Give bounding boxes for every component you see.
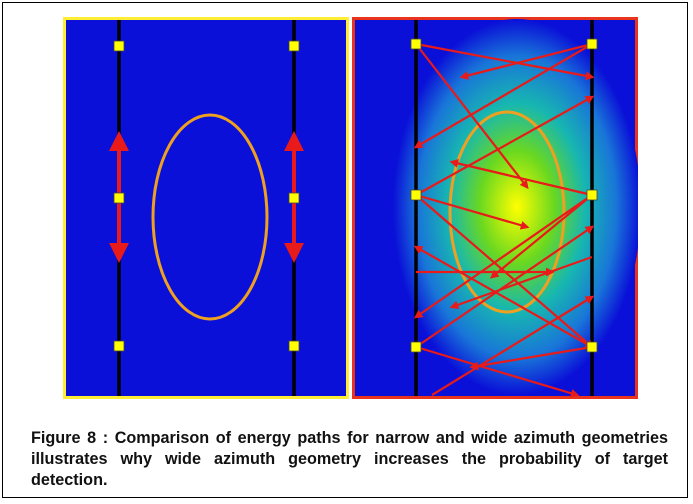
receiver-marker bbox=[113, 40, 125, 52]
energy-path-arrow bbox=[413, 245, 593, 348]
energy-path-arrow bbox=[469, 345, 593, 371]
energy-path-arrow bbox=[415, 345, 580, 398]
energy-path-arrow bbox=[415, 95, 595, 196]
receiver-marker bbox=[288, 192, 300, 204]
receiver-marker bbox=[288, 40, 300, 52]
receiver-marker bbox=[410, 38, 422, 50]
energy-path-arrow bbox=[413, 43, 593, 149]
receiver-marker bbox=[586, 341, 598, 353]
energy-path-arrow bbox=[413, 194, 593, 319]
receiver-marker bbox=[113, 340, 125, 352]
receiver-marker bbox=[586, 38, 598, 50]
target-ellipse bbox=[151, 113, 269, 321]
receiver-marker bbox=[410, 189, 422, 201]
energy-path-arrow bbox=[489, 194, 593, 279]
energy-path-arrow bbox=[449, 255, 593, 310]
receiver-marker bbox=[288, 340, 300, 352]
energy-path-arrow bbox=[459, 42, 593, 80]
energy-path-arrow bbox=[415, 42, 595, 81]
energy-path-arrow bbox=[449, 159, 593, 197]
energy-path-arrow bbox=[415, 225, 595, 348]
figure-frame bbox=[2, 2, 688, 498]
narrow-azimuth-panel bbox=[63, 17, 349, 399]
target-ellipse bbox=[448, 110, 566, 314]
wide-azimuth-panel bbox=[352, 17, 638, 399]
receiver-marker bbox=[113, 192, 125, 204]
energy-path-arrow bbox=[415, 193, 530, 230]
receiver-marker bbox=[410, 341, 422, 353]
energy-path-arrow bbox=[431, 295, 595, 396]
figure-caption: Figure 8 : Comparison of energy paths fo… bbox=[31, 429, 668, 489]
receiver-marker bbox=[586, 189, 598, 201]
narrow-panel-border bbox=[63, 17, 349, 399]
